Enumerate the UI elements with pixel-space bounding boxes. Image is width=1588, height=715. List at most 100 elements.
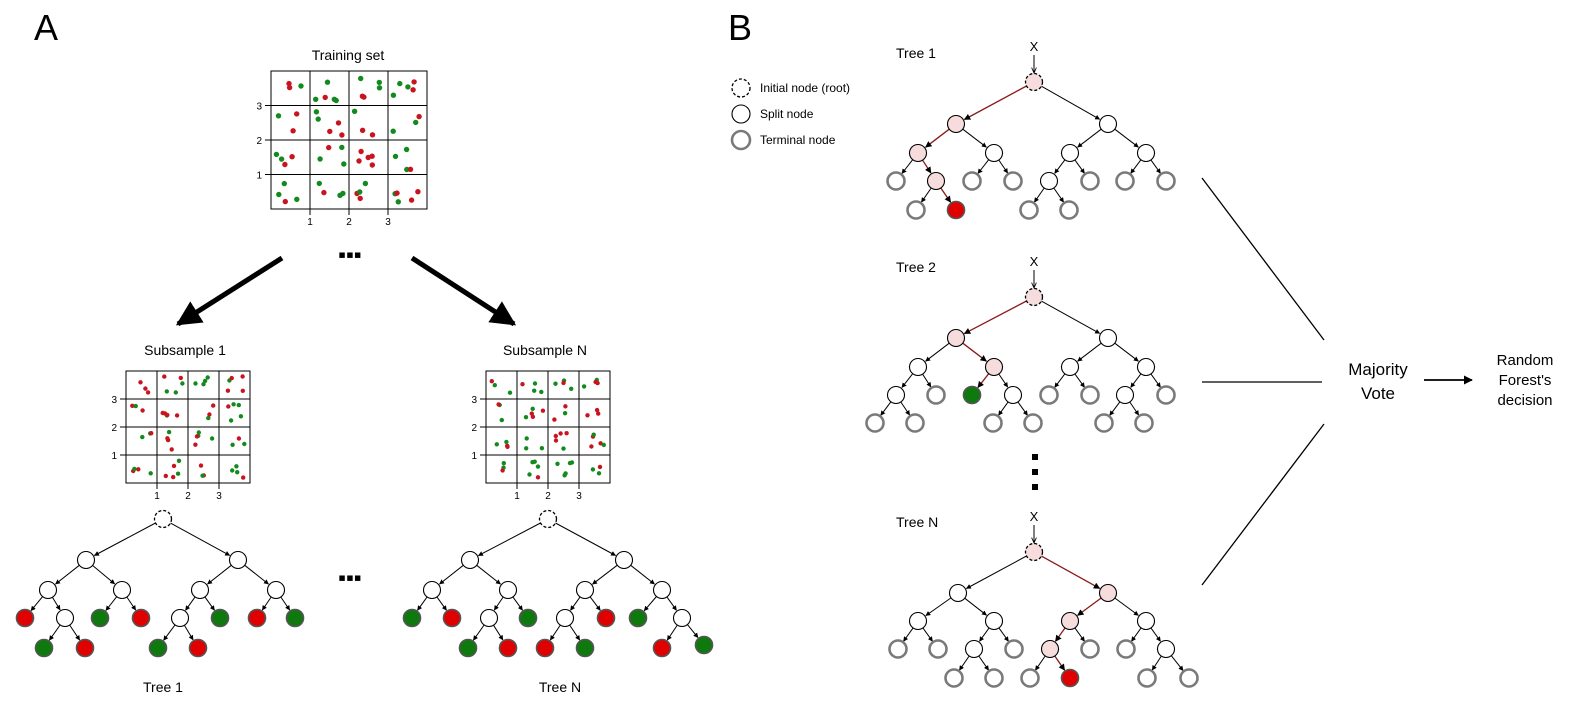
split-node (886, 385, 906, 405)
green-sample-point (148, 471, 153, 476)
x-tick-label: 1 (514, 491, 520, 502)
green-sample-point (166, 429, 172, 435)
tree-edge (555, 522, 617, 556)
green-sample-point (499, 417, 504, 423)
x-tick-label: 3 (576, 491, 582, 502)
green-sample-point (313, 109, 320, 115)
terminal-node (888, 639, 908, 659)
green-sample-point (561, 446, 566, 451)
red-sample-point (356, 158, 362, 164)
tree-edge (1131, 627, 1142, 642)
green-sample-point (392, 153, 399, 160)
red-sample-point (408, 197, 415, 203)
terminal-node (928, 639, 948, 659)
decision-label-line-2: Forest's (1499, 372, 1552, 389)
panel-b-label: B (728, 7, 752, 48)
terminal-node-green (210, 608, 230, 628)
green-sample-point (313, 96, 319, 103)
tree-edge (958, 655, 970, 671)
green-sample-point (507, 390, 513, 395)
terminal-node-green (694, 635, 714, 655)
red-sample-point (138, 380, 143, 385)
split-node (984, 611, 1004, 631)
green-sample-point (176, 458, 182, 463)
split-node (908, 611, 928, 631)
red-sample-point (171, 474, 176, 480)
red-sample-point (505, 444, 510, 449)
tree-edge (1151, 655, 1162, 671)
green-sample-point (492, 383, 497, 388)
terminal-node-green (285, 608, 305, 628)
red-sample-point (290, 128, 296, 134)
majority-vote-label-line-2: Vote (1361, 384, 1395, 403)
red-sample-point (339, 132, 345, 138)
terminal-node (962, 171, 982, 191)
terminal-node (906, 200, 926, 220)
tree-edge (1033, 187, 1045, 203)
red-sample-point (240, 374, 245, 379)
green-sample-point (278, 156, 285, 162)
decision-path-edge (940, 187, 952, 203)
red-sample-point (558, 431, 563, 436)
tree-edge (922, 373, 932, 388)
legend-terminal-label: Terminal node (760, 133, 836, 147)
red-sample-point (596, 411, 601, 416)
terminal-node (1080, 385, 1100, 405)
red-sample-point (407, 166, 414, 172)
split-node (112, 580, 132, 600)
red-sample-point (286, 84, 293, 91)
red-sample-point (236, 436, 242, 441)
tree-edge (1109, 401, 1121, 416)
tree-edge (1074, 627, 1085, 642)
green-sample-point (276, 191, 282, 198)
split-node (1040, 639, 1060, 659)
tree-edge (55, 564, 80, 585)
red-sample-point (597, 464, 603, 470)
tree-edge (687, 624, 699, 638)
green-sample-point (164, 389, 169, 394)
terminal-node-red (596, 608, 616, 628)
terminal-node-green (148, 638, 168, 658)
split-node (498, 580, 518, 600)
green-sample-point (562, 473, 567, 478)
majority-vote-label-line-1: Majority (1348, 360, 1408, 379)
legend-terminal-node-icon (730, 129, 752, 151)
red-sample-point (178, 375, 183, 381)
tree-edge (1054, 159, 1066, 174)
green-sample-point (532, 381, 538, 386)
y-tick-label: 2 (111, 423, 117, 434)
red-sample-point (593, 379, 598, 385)
red-sample-point (561, 380, 566, 386)
tree-edge (1074, 373, 1085, 388)
green-sample-point (596, 471, 602, 476)
vote-line-tree-n (1201, 423, 1325, 586)
root-node (153, 509, 173, 529)
green-sample-point (275, 113, 282, 119)
green-sample-point (532, 388, 537, 393)
red-sample-point (294, 111, 300, 117)
green-sample-point (133, 403, 138, 409)
green-sample-point (390, 92, 397, 98)
tree-edge (163, 624, 176, 641)
split-node (926, 171, 946, 191)
green-sample-point (504, 439, 509, 445)
tree-edge (472, 624, 485, 641)
result-terminal-node (1060, 668, 1080, 688)
red-sample-point (563, 404, 568, 409)
tree-edge (592, 564, 618, 585)
tree-edge (903, 627, 914, 642)
y-tick-label: 1 (256, 171, 262, 182)
split-node (422, 580, 442, 600)
decision-path-edge (977, 373, 990, 389)
green-sample-point (403, 146, 410, 153)
green-sample-point (351, 108, 358, 115)
split-node (1098, 114, 1118, 134)
tree-edge (126, 596, 137, 611)
split-node (984, 357, 1004, 377)
root-node (1024, 72, 1044, 92)
terminal-node-green (575, 638, 595, 658)
training-set-title: Training set (312, 47, 385, 63)
red-sample-point (282, 161, 288, 168)
tree-edge (183, 625, 194, 641)
legend-root-label: Initial node (root) (760, 81, 850, 95)
